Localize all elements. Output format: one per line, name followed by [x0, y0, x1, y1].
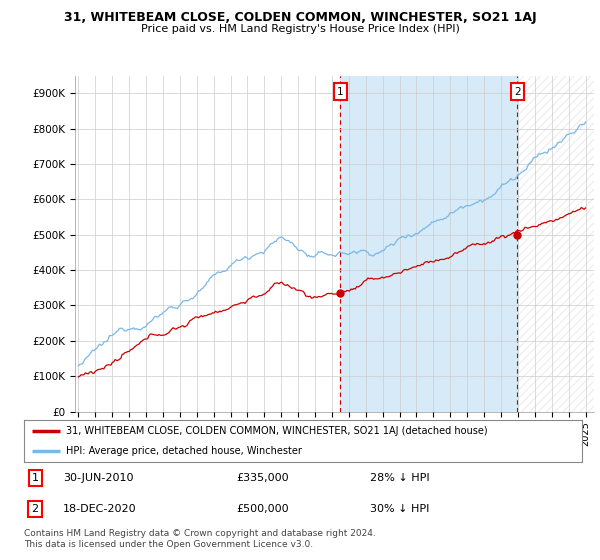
- Bar: [340, 76, 517, 412]
- Text: 1: 1: [337, 86, 344, 96]
- Text: 1: 1: [32, 473, 38, 483]
- Text: 31, WHITEBEAM CLOSE, COLDEN COMMON, WINCHESTER, SO21 1AJ: 31, WHITEBEAM CLOSE, COLDEN COMMON, WINC…: [64, 11, 536, 24]
- Text: 28% ↓ HPI: 28% ↓ HPI: [370, 473, 430, 483]
- Text: 2: 2: [514, 86, 521, 96]
- Text: £335,000: £335,000: [236, 473, 289, 483]
- Text: £500,000: £500,000: [236, 504, 289, 514]
- Text: 2: 2: [32, 504, 39, 514]
- Text: 18-DEC-2020: 18-DEC-2020: [63, 504, 137, 514]
- Text: Price paid vs. HM Land Registry's House Price Index (HPI): Price paid vs. HM Land Registry's House …: [140, 24, 460, 34]
- Text: Contains HM Land Registry data © Crown copyright and database right 2024.
This d: Contains HM Land Registry data © Crown c…: [24, 529, 376, 549]
- Text: 30% ↓ HPI: 30% ↓ HPI: [370, 504, 430, 514]
- Text: 31, WHITEBEAM CLOSE, COLDEN COMMON, WINCHESTER, SO21 1AJ (detached house): 31, WHITEBEAM CLOSE, COLDEN COMMON, WINC…: [66, 426, 487, 436]
- Text: HPI: Average price, detached house, Winchester: HPI: Average price, detached house, Winc…: [66, 446, 302, 456]
- Text: 30-JUN-2010: 30-JUN-2010: [63, 473, 134, 483]
- Bar: [517, 76, 594, 412]
